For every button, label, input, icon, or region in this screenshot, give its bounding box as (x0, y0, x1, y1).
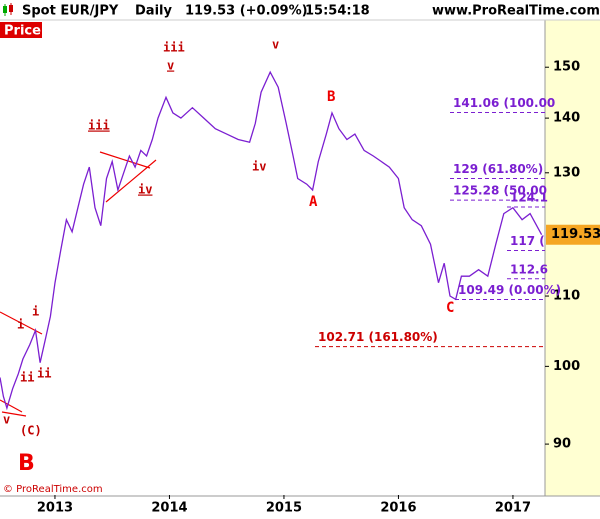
wave-label: iv (252, 160, 266, 174)
panel-label: Price (4, 24, 41, 39)
wave-label: v (272, 38, 279, 52)
level-label: 109.49 (0.00%) (458, 283, 561, 297)
quote: 119.53 (+0.09%) (185, 4, 308, 19)
wave-label: B (327, 89, 335, 105)
level-label: 124.1 (510, 191, 548, 205)
axis-panel (545, 20, 600, 496)
wave-label: v (167, 59, 174, 73)
wave-label: iii (88, 119, 110, 133)
panel-label-box (0, 22, 42, 38)
level-label: 102.71 (161.80%) (318, 330, 438, 344)
wave-label: ii (37, 367, 51, 381)
wave-label: iii (163, 41, 185, 55)
period: Daily (135, 4, 172, 19)
last-price-box (546, 224, 600, 245)
level-label: 112.6 (510, 262, 548, 276)
wave-label: v (3, 413, 10, 427)
level-label: 141.06 (100.00 (453, 96, 555, 110)
y-tick-label: 150 (553, 60, 580, 75)
site: www.ProRealTime.com (432, 4, 600, 19)
copyright: © ProRealTime.com (3, 484, 103, 495)
wave-label: i (17, 318, 24, 332)
wave-label: C (446, 300, 454, 316)
level-label: 129 (61.80%) (453, 162, 543, 176)
wave-label: B (18, 451, 35, 476)
y-tick-label: 100 (553, 359, 580, 374)
level-label: 125.28 (50.00 (453, 184, 547, 198)
level-label: 117 ( (510, 234, 545, 248)
x-tick-label: 2014 (151, 501, 187, 516)
logo-icon (3, 3, 13, 16)
wave-label: (C) (20, 424, 42, 438)
x-tick-label: 2013 (37, 501, 73, 516)
last-price-label: 119.53 (551, 227, 600, 242)
y-tick-label: 110 (553, 289, 580, 304)
trend-lines (0, 151, 157, 417)
y-tick-label: 90 (553, 437, 571, 452)
x-tick-label: 2017 (495, 501, 531, 516)
wave-label: iv (138, 183, 152, 197)
y-tick-label: 130 (553, 165, 580, 180)
symbol: Spot EUR/JPY (22, 4, 119, 19)
x-tick-label: 2015 (266, 501, 302, 516)
price-line (0, 70, 543, 411)
time: 15:54:18 (305, 4, 370, 19)
x-tick-label: 2016 (380, 501, 416, 516)
wave-label: i (32, 305, 39, 319)
wave-label: A (309, 194, 318, 210)
wave-label: ii (20, 371, 34, 385)
y-tick-label: 140 (553, 111, 580, 126)
